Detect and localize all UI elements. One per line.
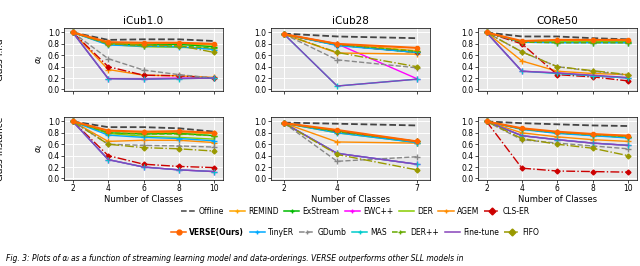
Text: Fig. 3: Plots of αₗ as a function of streaming learning model and data-orderings: Fig. 3: Plots of αₗ as a function of str… bbox=[6, 254, 464, 263]
Title: iCub1.0: iCub1.0 bbox=[124, 16, 164, 26]
X-axis label: Number of Classes: Number of Classes bbox=[518, 196, 597, 205]
X-axis label: Number of Classes: Number of Classes bbox=[311, 196, 390, 205]
Text: Class-instance: Class-instance bbox=[0, 115, 5, 181]
Text: Class-i.i.d: Class-i.i.d bbox=[0, 38, 5, 81]
Title: CORe50: CORe50 bbox=[536, 16, 578, 26]
Y-axis label: $\alpha_\ell$: $\alpha_\ell$ bbox=[35, 143, 45, 153]
Title: iCub28: iCub28 bbox=[332, 16, 369, 26]
Y-axis label: $\alpha_\ell$: $\alpha_\ell$ bbox=[35, 55, 45, 64]
X-axis label: Number of Classes: Number of Classes bbox=[104, 196, 183, 205]
Legend: VERSE(Ours), TinyER, GDumb, MAS, DER++, Fine-tune, FIFO: VERSE(Ours), TinyER, GDumb, MAS, DER++, … bbox=[171, 228, 540, 237]
Legend: Offline, REMIND, ExStream, EWC++, DER, AGEM, CLS-ER: Offline, REMIND, ExStream, EWC++, DER, A… bbox=[180, 207, 530, 216]
